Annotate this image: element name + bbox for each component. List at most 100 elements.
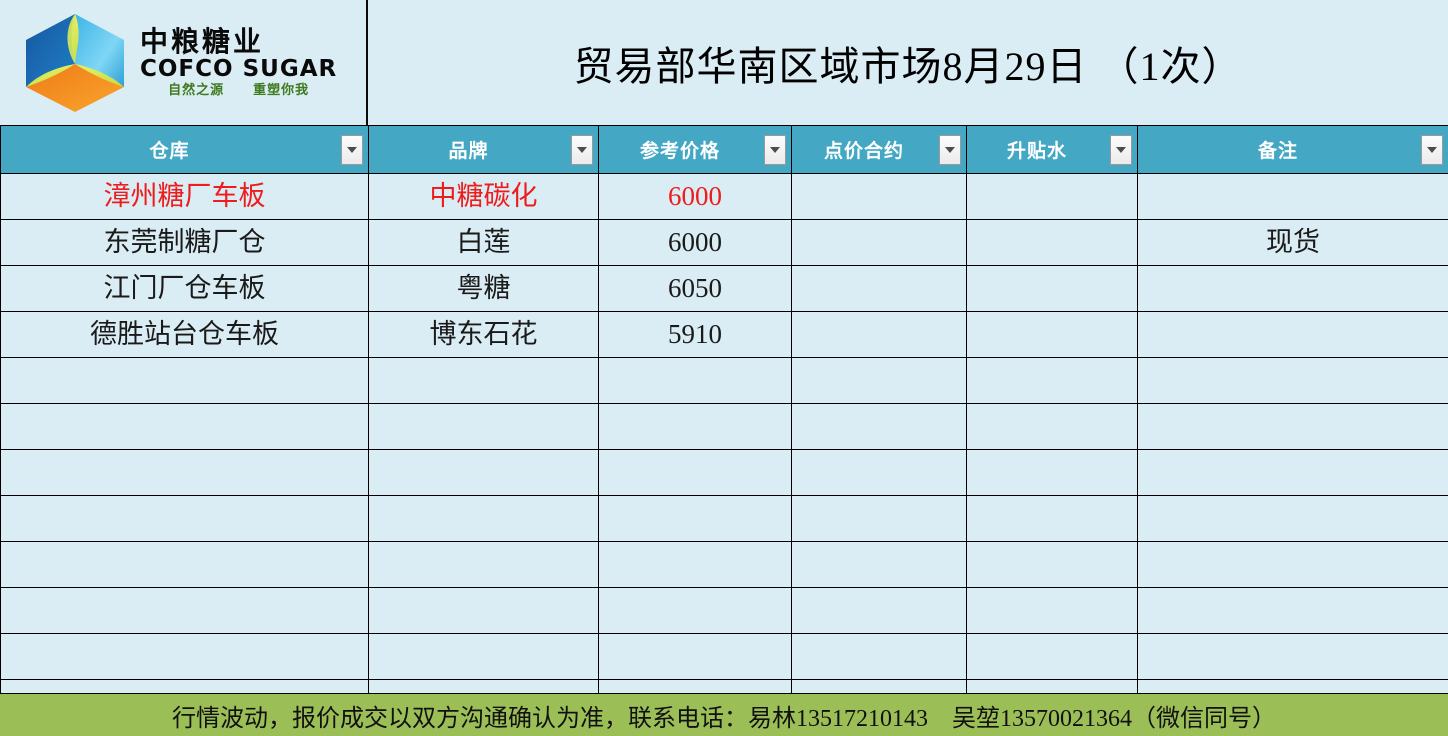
table-row[interactable] [0, 495, 1448, 542]
column-header-3: 参考价格 [598, 125, 792, 174]
table-cell[interactable] [966, 541, 1138, 588]
table-cell[interactable] [0, 357, 369, 404]
table-cell[interactable] [598, 495, 792, 542]
table-header: 仓库 品牌 参考价格 点价合约 升贴水 备注 [0, 125, 1448, 174]
sheet-header-band: 中粮糖业 COFCO SUGAR 自然之源 重塑你我 贸易部华南区域市场8月29… [0, 0, 1448, 125]
table-cell[interactable] [791, 633, 967, 680]
table-cell[interactable]: 6000 [598, 173, 792, 220]
filter-dropdown-button-1[interactable] [341, 134, 363, 165]
table-cell[interactable] [791, 173, 967, 220]
table-cell[interactable]: 漳州糖厂车板 [0, 173, 369, 220]
table-cell[interactable]: 中糖碳化 [368, 173, 599, 220]
table-cell[interactable] [1137, 587, 1448, 634]
table-cell[interactable] [0, 495, 369, 542]
table-cell[interactable] [598, 587, 792, 634]
column-header-label: 备注 [1257, 140, 1298, 162]
filter-dropdown-button-4[interactable] [939, 134, 961, 165]
table-cell[interactable] [1137, 449, 1448, 496]
table-cell[interactable] [368, 449, 599, 496]
filter-dropdown-button-5[interactable] [1110, 134, 1132, 165]
table-cell[interactable] [791, 449, 967, 496]
page-title: 贸易部华南区域市场8月29日 （1次） [573, 43, 1243, 89]
table-row[interactable] [0, 357, 1448, 404]
table-cell[interactable] [966, 265, 1138, 312]
table-cell[interactable] [1137, 495, 1448, 542]
table-cell[interactable] [368, 403, 599, 450]
table-cell[interactable] [966, 173, 1138, 220]
filter-dropdown-button-2[interactable] [571, 134, 593, 165]
table-cell[interactable] [1137, 311, 1448, 358]
table-cell[interactable] [966, 357, 1138, 404]
table-cell[interactable] [966, 495, 1138, 542]
table-cell[interactable]: 现货 [1137, 219, 1448, 266]
table-cell[interactable] [368, 633, 599, 680]
table-cell[interactable] [0, 449, 369, 496]
column-header-2: 品牌 [368, 125, 599, 174]
table-cell[interactable] [598, 541, 792, 588]
table-cell[interactable] [0, 587, 369, 634]
table-cell[interactable] [791, 311, 967, 358]
footer-note-text: 行情波动，报价成交以双方沟通确认为准，联系电话：易林13517210143 吴堃… [172, 705, 1276, 732]
column-header-5: 升贴水 [966, 125, 1138, 174]
table-row[interactable]: 德胜站台仓车板 博东石花 5910 [0, 311, 1448, 358]
table-cell[interactable]: 博东石花 [368, 311, 599, 358]
cofco-cube-logo-icon [16, 7, 134, 119]
table-row[interactable]: 漳州糖厂车板 中糖碳化 6000 [0, 173, 1448, 220]
table-cell[interactable] [966, 403, 1138, 450]
table-row[interactable] [0, 587, 1448, 634]
table-cell[interactable] [368, 357, 599, 404]
table-cell[interactable]: 江门厂仓车板 [0, 265, 369, 312]
table-cell[interactable] [368, 541, 599, 588]
filter-dropdown-button-3[interactable] [764, 134, 786, 165]
table-cell[interactable]: 德胜站台仓车板 [0, 311, 369, 358]
table-cell[interactable]: 粤糖 [368, 265, 599, 312]
table-cell[interactable] [791, 357, 967, 404]
column-header-label: 仓库 [149, 140, 190, 162]
table-cell[interactable] [966, 311, 1138, 358]
table-cell[interactable] [966, 219, 1138, 266]
table-cell[interactable] [1137, 541, 1448, 588]
table-row[interactable] [0, 633, 1448, 680]
table-cell[interactable] [368, 587, 599, 634]
chevron-down-icon [347, 146, 357, 153]
table-cell[interactable] [791, 403, 967, 450]
table-row[interactable]: 江门厂仓车板 粤糖 6050 [0, 265, 1448, 312]
table-cell[interactable] [791, 587, 967, 634]
chevron-down-icon [945, 146, 955, 153]
table-cell[interactable] [0, 633, 369, 680]
table-cell[interactable] [791, 495, 967, 542]
table-row[interactable] [0, 541, 1448, 588]
table-cell[interactable] [368, 495, 599, 542]
column-header-label: 参考价格 [639, 140, 720, 162]
filter-dropdown-button-6[interactable] [1421, 134, 1443, 165]
table-cell[interactable] [966, 587, 1138, 634]
table-cell[interactable]: 东莞制糖厂仓 [0, 219, 369, 266]
table-row[interactable] [0, 403, 1448, 450]
table-row[interactable] [0, 449, 1448, 496]
table-cell[interactable]: 5910 [598, 311, 792, 358]
table-cell[interactable] [1137, 265, 1448, 312]
table-cell[interactable] [791, 219, 967, 266]
table-cell[interactable] [1137, 633, 1448, 680]
table-cell[interactable] [0, 541, 369, 588]
table-cell[interactable]: 6000 [598, 219, 792, 266]
table-cell[interactable] [791, 541, 967, 588]
table-cell[interactable] [966, 449, 1138, 496]
table-cell[interactable] [0, 403, 369, 450]
table-cell[interactable] [598, 449, 792, 496]
table-cell[interactable] [1137, 173, 1448, 220]
table-cell[interactable] [598, 357, 792, 404]
table-header-row: 仓库 品牌 参考价格 点价合约 升贴水 备注 [0, 125, 1448, 174]
chevron-down-icon [770, 146, 780, 153]
table-cell[interactable] [1137, 357, 1448, 404]
table-cell[interactable] [966, 633, 1138, 680]
table-cell[interactable]: 白莲 [368, 219, 599, 266]
table-cell[interactable] [598, 403, 792, 450]
table-cell[interactable] [1137, 403, 1448, 450]
table-cell[interactable] [598, 633, 792, 680]
table-cell[interactable]: 6050 [598, 265, 792, 312]
table-cell[interactable] [791, 265, 967, 312]
footer-note-bar: 行情波动，报价成交以双方沟通确认为准，联系电话：易林13517210143 吴堃… [0, 693, 1448, 736]
title-cell: 贸易部华南区域市场8月29日 （1次） [368, 0, 1448, 125]
table-row[interactable]: 东莞制糖厂仓 白莲 6000 现货 [0, 219, 1448, 266]
